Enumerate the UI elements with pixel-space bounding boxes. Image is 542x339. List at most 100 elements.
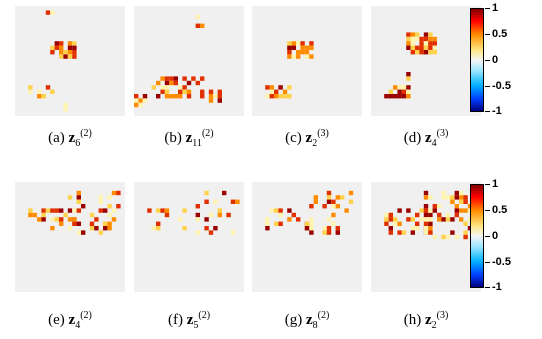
caption-superscript: (2) [201,128,214,139]
heatmap-cell [200,94,205,99]
heatmap-cell [463,234,468,240]
heatmap-cell [72,221,77,226]
heatmap-cell [230,199,236,204]
heatmap-cell [186,89,192,94]
heatmap-cell [41,217,46,222]
heatmap-cell [103,208,108,213]
heatmap-cell [182,89,187,94]
heatmap-cell [410,230,415,235]
heatmap-cell [459,195,464,200]
heatmap-cell [195,23,200,28]
heatmap-cell [59,221,64,226]
colorbar-tick-label: 0 [492,54,499,66]
heatmap-b [134,14,222,108]
heatmap-cell [98,230,103,235]
heatmap-cell [423,36,429,42]
heatmap-cell [463,230,468,235]
heatmap-cell [441,217,446,222]
heatmap-cell [397,94,402,99]
heatmap-cell [454,195,459,200]
heatmap-cell [134,102,139,108]
heatmap-cell [63,54,68,59]
heatmap-cell [406,45,411,50]
heatmap-cell [72,54,77,59]
heatmap-cell [76,195,81,200]
heatmap-cell [63,102,68,108]
heatmap-cell [200,23,205,28]
heatmap-cell [217,212,222,218]
heatmap-cell [428,50,433,55]
caption-superscript: (2) [80,128,92,139]
heatmap-cell [45,85,51,90]
heatmap-cell [423,190,429,196]
heatmap-cell [437,204,442,209]
heatmap-cell [445,212,451,218]
heatmap-cell [423,41,429,46]
heatmap-cell [291,54,296,59]
caption-subscript: 11 [192,138,202,149]
heatmap-cell [89,212,95,218]
heatmap-cell [164,85,170,90]
heatmap-cell [169,80,174,86]
heatmap-cell [454,234,459,240]
heatmap-cell [269,85,274,90]
heatmap-cell [406,208,411,213]
colorbar-tick-label: 0 [492,230,499,242]
colorbar-tick-label: -1 [492,105,502,117]
heatmap-cell [428,36,433,42]
heatmap-cell [195,230,200,235]
heatmap-cell [410,45,415,50]
caption-superscript: (3) [317,128,329,139]
heatmap-cell [296,217,301,222]
heatmap-cell [463,221,468,226]
heatmap-cell [313,195,318,200]
heatmap-cell [116,204,121,209]
heatmap-cell [428,32,433,37]
heatmap-cell [156,208,161,213]
heatmap-cell [388,230,393,235]
heatmap-cell [208,89,214,94]
heatmap-cell [384,221,389,226]
heatmap-cell [287,41,292,46]
caption-letter: (c) [285,130,302,146]
heatmap-cell [200,76,205,81]
heatmap-cell [384,212,389,218]
heatmap-cell [72,217,77,222]
heatmap-cell [423,45,429,50]
heatmap-cell [217,98,222,103]
heatmap-cell [406,217,411,222]
caption-b: (b) z11(2) [124,128,254,149]
heatmap-cell [291,212,296,218]
heatmap-cell [111,217,117,222]
heatmap-cell [160,85,165,90]
heatmap-cell [67,41,73,46]
heatmap-cell [348,199,354,204]
heatmap-cell [287,45,292,50]
heatmap-cell [282,94,288,99]
caption-subscript: 2 [312,138,318,149]
heatmap-cell [50,208,55,213]
heatmap-cell [195,14,200,20]
heatmap-cell [278,94,283,99]
heatmap-cell [76,208,81,213]
heatmap-cell [76,221,81,226]
heatmap-cell [287,85,292,90]
caption-subscript: 2 [431,320,437,331]
heatmap-cell [397,221,402,226]
heatmap-cell [423,208,429,213]
heatmap-cell [191,76,196,81]
heatmap-cell [437,217,442,222]
heatmap-cell [309,45,314,50]
heatmap-e [28,190,121,235]
heatmap-cell [335,204,340,209]
heatmap-cell [164,89,170,94]
heatmap-cell [178,217,183,222]
heatmap-cell [410,226,415,231]
heatmap-cell [291,45,296,50]
heatmap-panel-f [134,182,244,292]
heatmap-panel-h [371,182,481,292]
caption-subscript: 5 [193,320,199,331]
heatmap-cell [428,212,433,218]
heatmap-cell [300,41,305,46]
heatmap-cell [388,89,393,94]
